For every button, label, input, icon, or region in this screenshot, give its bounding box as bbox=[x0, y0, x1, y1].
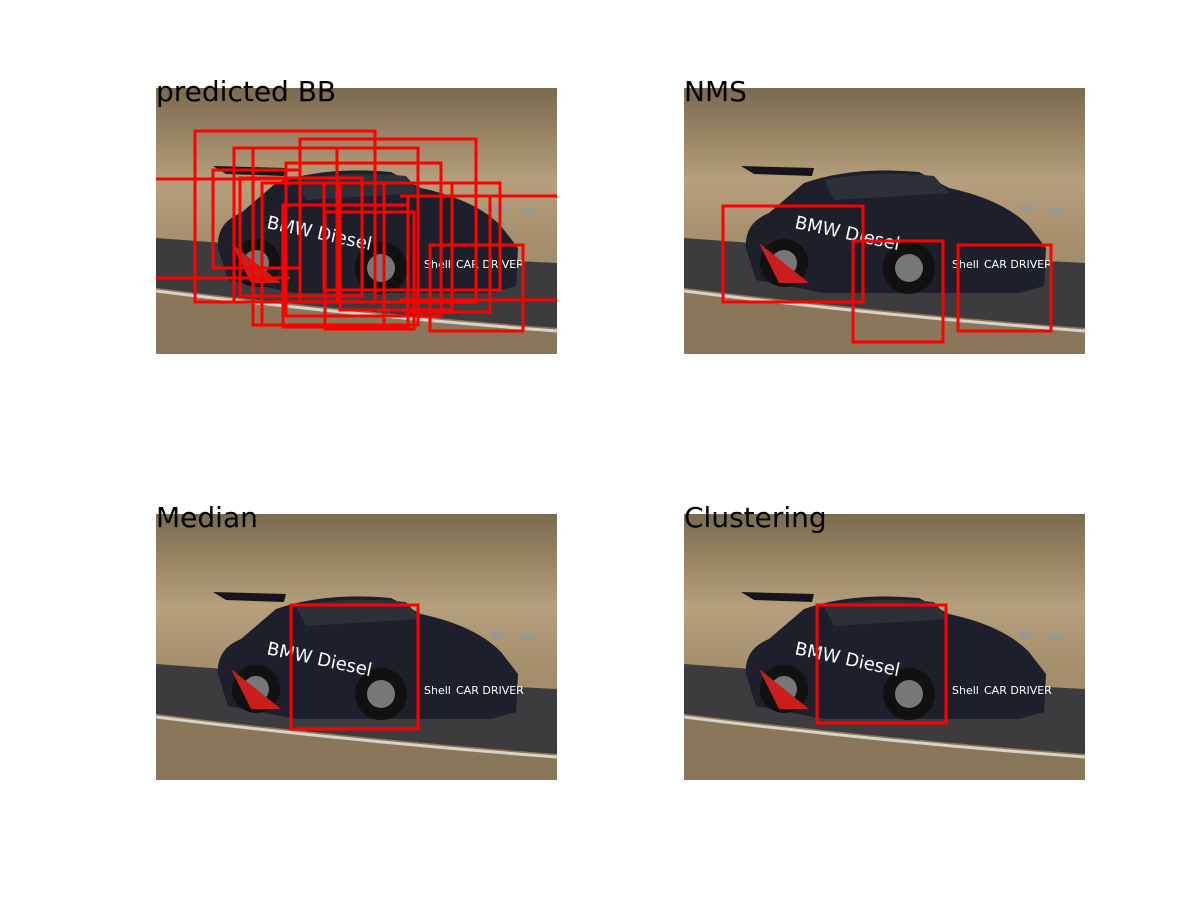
panel: predicted BB bbox=[154, 75, 559, 356]
bounding-boxes bbox=[156, 129, 557, 333]
panel: Median bbox=[154, 501, 559, 782]
panel-title: predicted BB bbox=[156, 75, 336, 108]
panel-title: Clustering bbox=[684, 501, 827, 534]
photo bbox=[154, 512, 559, 782]
bounding-boxes bbox=[721, 204, 1053, 344]
photo bbox=[682, 86, 1087, 356]
panel: Clustering bbox=[682, 501, 1087, 782]
bounding-boxes bbox=[815, 603, 948, 725]
bounding-boxes bbox=[289, 603, 420, 731]
panel-title: NMS bbox=[684, 75, 747, 108]
panel-title: Median bbox=[156, 501, 258, 534]
panel: NMS bbox=[682, 75, 1087, 356]
photo bbox=[154, 86, 559, 356]
photo bbox=[682, 512, 1087, 782]
